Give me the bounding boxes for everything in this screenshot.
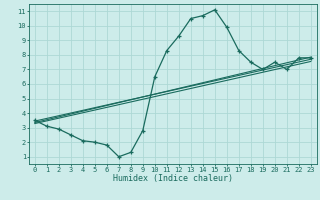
X-axis label: Humidex (Indice chaleur): Humidex (Indice chaleur) xyxy=(113,174,233,183)
